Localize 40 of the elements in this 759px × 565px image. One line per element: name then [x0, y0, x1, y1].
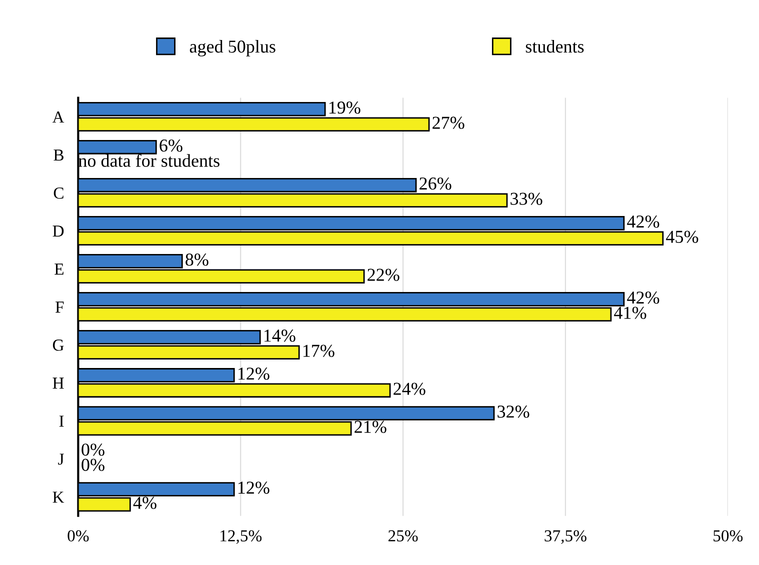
data-label: 4% [133, 496, 156, 510]
data-label: 32% [498, 406, 530, 418]
data-label: 22% [368, 268, 400, 281]
x-tick-label: 25% [388, 530, 418, 542]
y-tick-label: D [52, 226, 64, 237]
y-tick-label: A [52, 112, 64, 123]
data-label: 14% [264, 330, 296, 342]
data-label: 8% [186, 254, 208, 266]
data-label: 0% [82, 458, 104, 472]
x-tick-label: 0% [68, 530, 89, 542]
legend-label: students [526, 40, 584, 53]
annotation: no data for students [78, 154, 220, 167]
y-tick-label: E [54, 264, 64, 275]
y-tick-label: C [54, 188, 64, 199]
x-tick-label: 50% [714, 530, 743, 542]
data-label: 42% [627, 292, 660, 304]
data-label: 6% [160, 139, 182, 152]
y-tick-label: H [52, 378, 64, 389]
data-label: 26% [420, 178, 452, 190]
data-label: 45% [666, 230, 698, 243]
y-tick-label: B [54, 150, 64, 161]
x-tick-label: 12,5% [220, 530, 262, 544]
y-tick-label: G [52, 340, 64, 351]
data-label: 21% [354, 420, 386, 434]
data-label: 12% [238, 368, 270, 380]
data-label: 33% [510, 192, 542, 205]
data-label: 24% [394, 382, 426, 395]
x-tick-label: 37,5% [544, 530, 586, 544]
legend-label: aged 50plus [190, 40, 276, 56]
data-label: 19% [329, 101, 360, 114]
data-label: 42% [627, 216, 660, 228]
y-tick-label: J [58, 454, 64, 465]
data-label: 12% [238, 482, 270, 494]
data-label: 17% [303, 344, 334, 357]
y-tick-label: F [56, 302, 64, 313]
data-label: 41% [614, 306, 646, 319]
data-label: 27% [432, 116, 464, 129]
y-tick-label: I [59, 416, 64, 427]
y-tick-label: K [52, 492, 64, 503]
data-label: 0% [82, 444, 104, 456]
